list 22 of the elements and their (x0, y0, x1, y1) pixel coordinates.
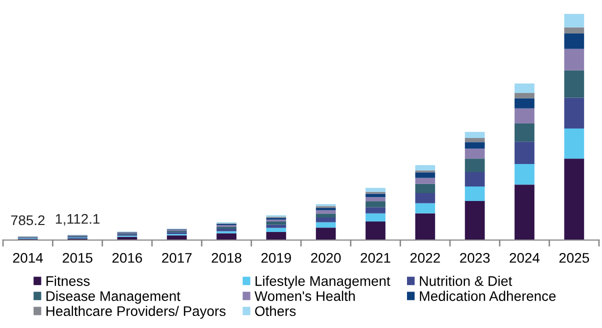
legend-label: Women's Health (254, 290, 355, 302)
x-tick-label: 2017 (162, 252, 192, 263)
x-tick-label: 2015 (62, 252, 92, 263)
legend-label: Nutrition & Diet (420, 276, 512, 286)
x-tick-label: 2019 (261, 252, 291, 263)
legend-label: Fitness (46, 276, 90, 286)
annotation: 785.2 (11, 215, 45, 226)
x-tick-label: 2014 (13, 252, 43, 263)
x-tick-label: 2023 (460, 252, 490, 263)
legend-label: Medication Adherence (420, 290, 556, 302)
x-tick-label: 2025 (559, 252, 590, 263)
x-tick-label: 2020 (311, 252, 341, 263)
x-tick-label: 2021 (360, 252, 390, 263)
x-tick-label: 2016 (112, 252, 142, 263)
legend-label: Disease Management (46, 290, 180, 304)
x-tick-label: 2022 (410, 252, 440, 263)
annotation: 1,112.1 (56, 214, 100, 226)
legend-label: Lifestyle Management (256, 276, 390, 289)
x-tick-label: 2018 (212, 252, 242, 263)
legend-label: Healthcare Providers/ Payors (46, 306, 226, 319)
x-tick-label: 2024 (510, 252, 540, 263)
legend-label: Others (255, 306, 296, 316)
